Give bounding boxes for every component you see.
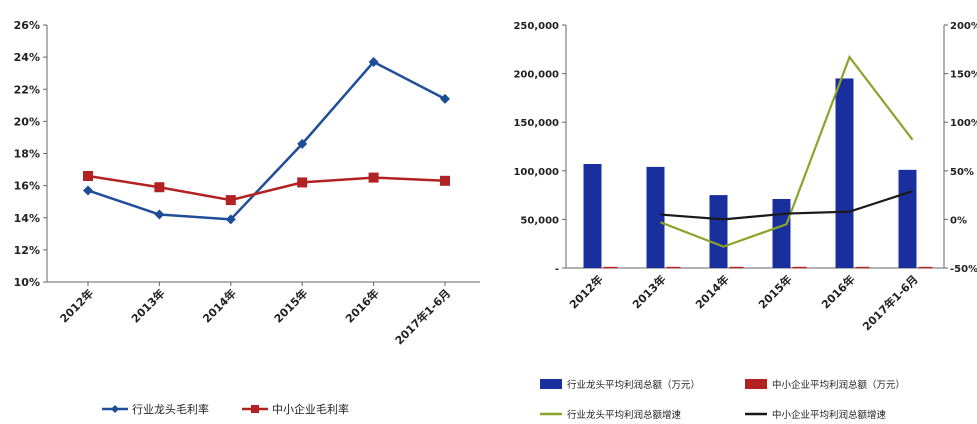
profit-chart: - 50,000 100,000 150,000 200,000 250,000 -50% 0… [513, 21, 977, 421]
y-tick-label: 20% [14, 115, 40, 128]
legend-label: 中小企业平均利润总额增速 [772, 409, 887, 421]
bar-leader-profit [646, 166, 665, 268]
x-tick-label: 2013年 [128, 286, 167, 325]
legend-swatch [745, 379, 767, 389]
y-tick-label: 18% [14, 148, 40, 161]
legend-label: 中小企业毛利率 [272, 402, 349, 416]
y-tick-label: 12% [14, 244, 40, 257]
growth-line-2 [660, 190, 913, 221]
growth-line-1 [660, 54, 914, 248]
data-point [368, 56, 379, 67]
left-tick-label: 250,000 [513, 21, 559, 32]
data-point [440, 175, 450, 186]
y-tick-label: 16% [14, 180, 40, 193]
data-point [225, 195, 236, 206]
x-tick-label: 2017年1-6月 [859, 272, 920, 333]
x-tick-label: 2012年 [57, 286, 96, 325]
bar-leader-profit [835, 78, 854, 269]
data-point [154, 209, 165, 220]
x-tick-label: 2016年 [342, 286, 381, 325]
legend-swatch [540, 379, 562, 389]
x-tick-label: 2015年 [271, 286, 310, 325]
x-tick-label: 2012年 [566, 272, 605, 311]
x-tick-label: 2016年 [818, 272, 857, 311]
x-tick-label: 2014年 [692, 272, 731, 311]
right-tick-label: -50% [950, 264, 977, 275]
right-tick-label: 0% [950, 215, 967, 226]
left-tick-label: 50,000 [520, 215, 559, 226]
bar-sme-profit [603, 266, 618, 269]
data-point [83, 185, 93, 196]
x-tick-label: 2015年 [755, 272, 794, 311]
bar-leader-profit [709, 195, 728, 268]
right-tick-label: 50% [950, 167, 974, 178]
right-tick-label: 150% [950, 70, 977, 81]
legend-marker [251, 405, 259, 413]
bar-leader-profit [772, 198, 791, 268]
left-tick-label: 100,000 [513, 167, 559, 178]
margin-rate-chart: 10% 12% 14% 16% 18% 20% 22% 24% 26% 2012年 2013年 201… [14, 19, 480, 416]
bar-sme-profit [729, 266, 744, 269]
right-tick-label: 100% [950, 118, 977, 129]
y-tick-label: 26% [14, 19, 40, 32]
data-point [225, 214, 236, 225]
series-line-1 [87, 60, 446, 221]
bar-leader-profit [583, 163, 602, 268]
data-point [297, 138, 308, 149]
legend-label: 行业龙头毛利率 [132, 402, 209, 416]
bar-sme-profit [666, 266, 681, 269]
y-tick-label: 14% [14, 212, 40, 225]
legend-marker [111, 405, 119, 413]
bar-sme-profit [855, 266, 870, 269]
bar-leader-profit [898, 169, 917, 268]
x-tick-label: 2017年1-6月 [392, 286, 453, 347]
right-tick-label: 200% [950, 21, 977, 32]
x-tick-label: 2013年 [629, 272, 668, 311]
data-point [297, 177, 308, 188]
data-point [83, 170, 93, 181]
legend-label: 中小企业平均利润总额（万元） [772, 379, 905, 391]
left-tick-label: 200,000 [513, 70, 559, 81]
x-tick-label: 2014年 [200, 286, 239, 325]
legend-label: 行业龙头平均利润总额（万元） [567, 379, 700, 391]
y-tick-label: 24% [14, 51, 40, 64]
legend-label: 行业龙头平均利润总额增速 [567, 409, 682, 421]
series-line-2 [87, 174, 446, 202]
bar-sme-profit [918, 266, 933, 269]
y-tick-label: 10% [14, 276, 40, 289]
data-point [368, 172, 379, 183]
left-tick-label: 150,000 [513, 118, 559, 129]
data-point [154, 182, 165, 193]
left-tick-label: - [555, 264, 559, 275]
y-tick-label: 22% [14, 83, 40, 96]
data-point [440, 93, 450, 104]
bar-sme-profit [792, 266, 807, 269]
